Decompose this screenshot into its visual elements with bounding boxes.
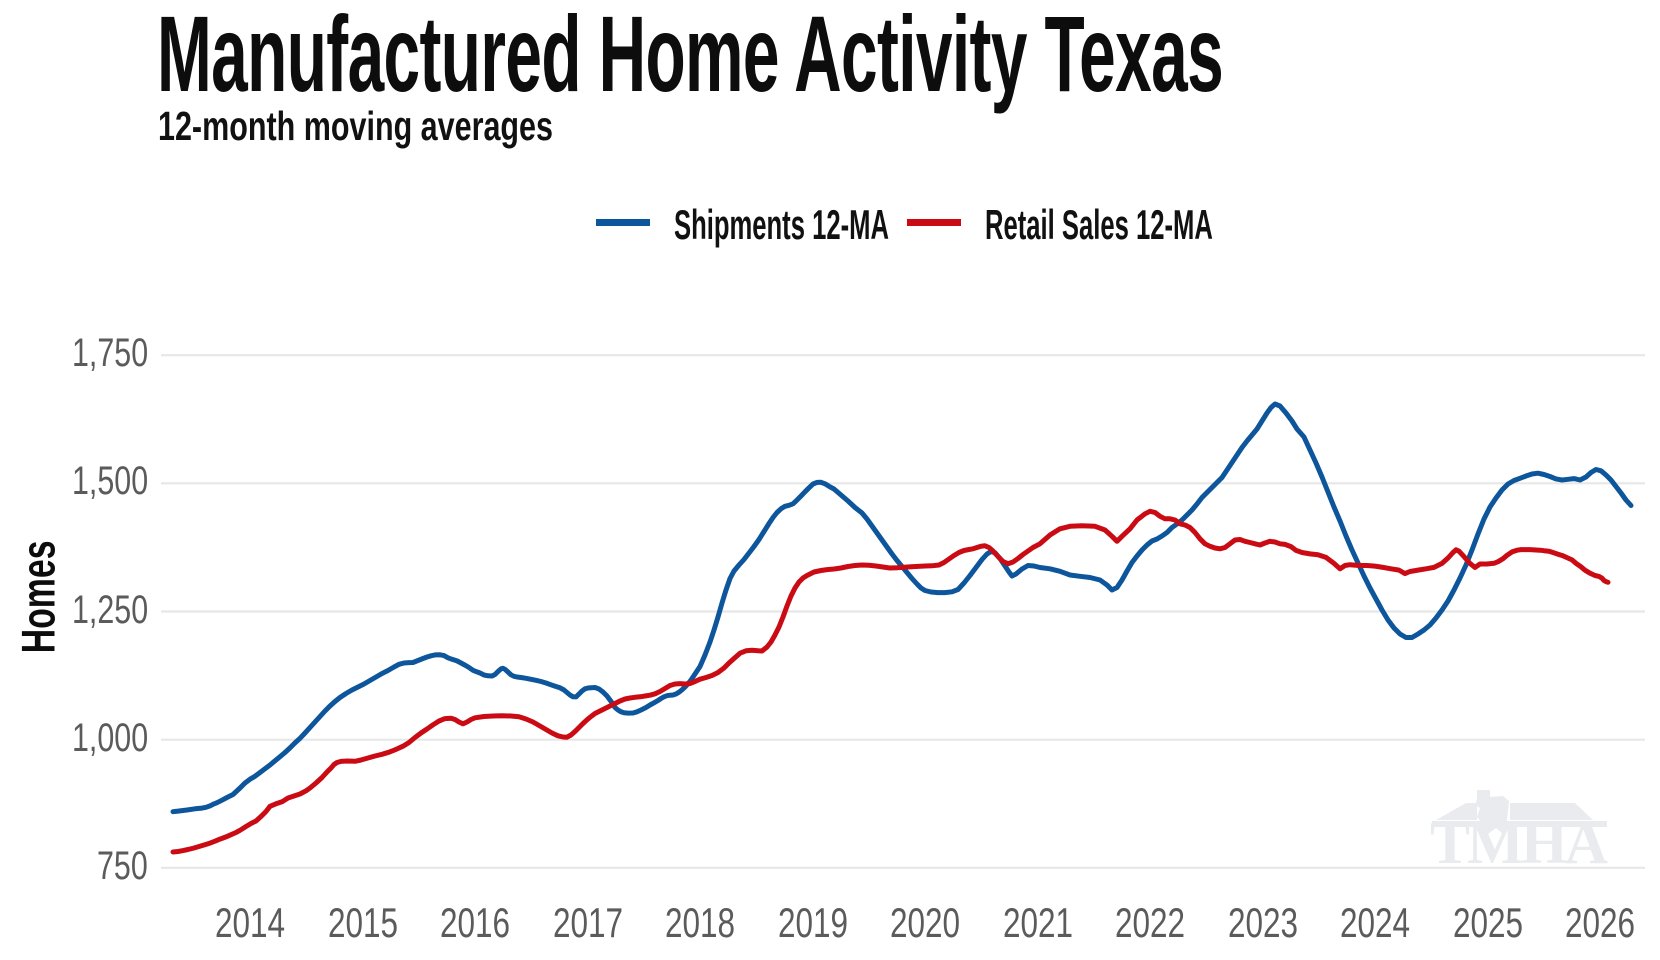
svg-text:TMHA: TMHA	[1430, 810, 1608, 876]
